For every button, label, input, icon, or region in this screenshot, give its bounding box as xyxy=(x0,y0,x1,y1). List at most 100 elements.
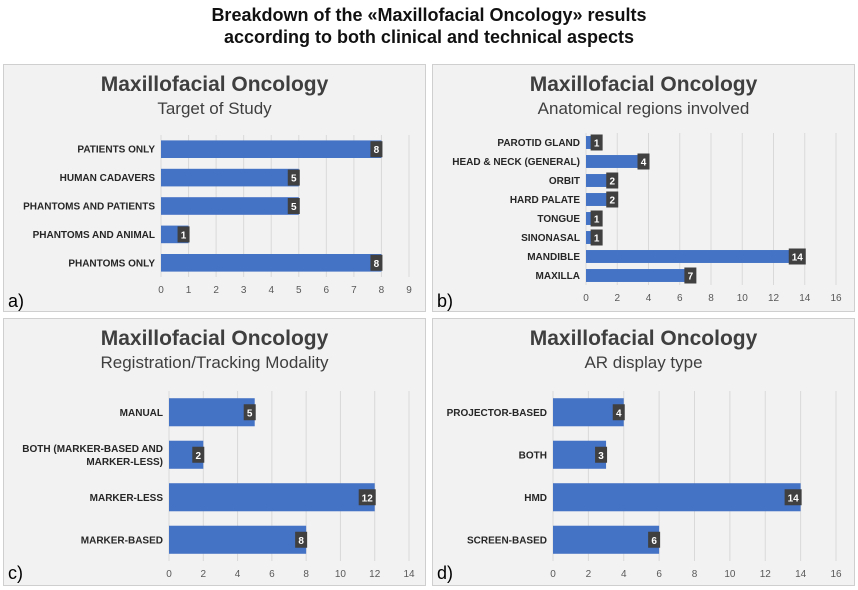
tick-label: 0 xyxy=(158,285,164,296)
figure-title-line-1: Breakdown of the «Maxillofacial Oncology… xyxy=(211,5,647,25)
category-label: PHANTOMS AND ANIMAL xyxy=(33,230,155,241)
tick-label: 0 xyxy=(166,569,172,580)
tick-label: 4 xyxy=(235,569,241,580)
data-label-box xyxy=(192,446,205,463)
data-label-box xyxy=(648,531,661,548)
data-label-box xyxy=(590,229,603,246)
tick-label: 8 xyxy=(708,293,714,304)
panel-label: a) xyxy=(8,291,25,311)
data-label: 1 xyxy=(594,215,600,226)
bar xyxy=(553,483,801,512)
chart-title: Maxillofacial Oncology xyxy=(529,327,758,350)
bar xyxy=(161,253,382,272)
category-label: MARKER-LESS xyxy=(90,493,164,504)
tick-label: 14 xyxy=(799,293,811,304)
category-label: MANDIBLE xyxy=(527,252,580,263)
bar xyxy=(586,250,805,263)
tick-label: 4 xyxy=(268,285,274,296)
bar xyxy=(161,168,299,187)
category-label: PAROTID GLAND xyxy=(497,138,580,149)
category-label: PATIENTS ONLY xyxy=(77,145,155,156)
data-label-box xyxy=(606,172,619,189)
bar xyxy=(553,398,624,427)
tick-label: 10 xyxy=(335,569,347,580)
data-label-box xyxy=(370,141,383,158)
data-label: 4 xyxy=(641,158,647,169)
data-label-box xyxy=(370,254,383,271)
tick-label: 7 xyxy=(351,285,357,296)
chart-panel-b: Maxillofacial Oncology Anatomical region… xyxy=(432,64,855,312)
data-label-box xyxy=(590,134,603,151)
tick-label: 2 xyxy=(614,293,620,304)
data-label-box xyxy=(637,153,650,170)
category-label: TONGUE xyxy=(537,214,580,225)
bar xyxy=(169,525,307,554)
category-label: SCREEN-BASED xyxy=(467,535,547,546)
data-label: 6 xyxy=(651,536,657,547)
category-label: BOTH xyxy=(519,450,547,461)
tick-label: 6 xyxy=(677,293,683,304)
data-label-box xyxy=(358,489,376,506)
data-label: 7 xyxy=(688,272,694,283)
category-label: PHANTOMS ONLY xyxy=(68,258,155,269)
data-label: 14 xyxy=(788,493,800,504)
data-label-box xyxy=(243,404,256,421)
chart-plot: 0 2 4 6 8 10 12 14 MANUAL 5 BOTH (MARKER-BASED AND… xyxy=(22,391,415,580)
data-label: 5 xyxy=(291,202,297,213)
category-label: HUMAN CADAVERS xyxy=(60,173,156,184)
category-label: HEAD & NECK (GENERAL) xyxy=(452,157,580,168)
data-label: 8 xyxy=(374,145,380,156)
data-label: 2 xyxy=(609,177,615,188)
tick-label: 8 xyxy=(692,569,698,580)
data-label-box xyxy=(177,226,190,243)
bar xyxy=(586,269,696,282)
category-label: HARD PALATE xyxy=(510,195,581,206)
chart-panel-a: Maxillofacial Oncology Target of Study 0… xyxy=(3,64,426,312)
tick-label: 12 xyxy=(369,569,381,580)
data-label: 2 xyxy=(609,196,615,207)
data-label: 3 xyxy=(598,451,604,462)
tick-label: 5 xyxy=(296,285,302,296)
tick-label: 6 xyxy=(269,569,275,580)
data-label-box xyxy=(295,531,308,548)
panel-label: b) xyxy=(437,291,454,311)
bar xyxy=(169,483,375,512)
data-label: 1 xyxy=(594,139,600,150)
data-label: 8 xyxy=(298,536,304,547)
tick-label: 12 xyxy=(760,569,772,580)
data-label: 12 xyxy=(362,493,374,504)
chart-plot: 0 1 2 3 4 5 6 7 8 9 PATIENTS ONLY 8 HUMAN CADAVERS 5 P… xyxy=(23,135,412,296)
data-label-box xyxy=(590,210,603,227)
chart-plot: 0 2 4 6 8 10 12 14 16 PROJECTOR-BASED 4 BOTH 3 HMD 14 S… xyxy=(447,391,842,580)
bar xyxy=(161,197,299,215)
tick-label: 2 xyxy=(586,569,592,580)
data-label: 1 xyxy=(594,234,600,245)
tick-label: 3 xyxy=(241,285,247,296)
tick-label: 16 xyxy=(830,293,842,304)
category-label: HMD xyxy=(524,493,547,504)
bar xyxy=(169,398,255,427)
tick-label: 10 xyxy=(724,569,736,580)
chart-title: Maxillofacial Oncology xyxy=(100,327,329,350)
data-label: 8 xyxy=(374,259,380,270)
chart-title: Maxillofacial Oncology xyxy=(529,73,758,96)
tick-label: 4 xyxy=(621,569,627,580)
tick-label: 10 xyxy=(737,293,749,304)
chart-panel-d: Maxillofacial Oncology AR display type 0… xyxy=(432,318,855,586)
tick-label: 8 xyxy=(379,285,385,296)
tick-label: 12 xyxy=(768,293,780,304)
chart-panel-c: Maxillofacial Oncology Registration/Trac… xyxy=(3,318,426,586)
data-label: 4 xyxy=(616,408,622,419)
category-label: MAXILLA xyxy=(536,271,580,282)
bar xyxy=(586,155,649,168)
data-label-box xyxy=(606,191,619,208)
data-label-box xyxy=(287,198,300,214)
category-label: PHANTOMS AND PATIENTS xyxy=(23,202,155,213)
category-label: MANUAL xyxy=(120,408,163,419)
data-label: 5 xyxy=(291,174,297,185)
data-label: 1 xyxy=(181,230,187,241)
category-label: PROJECTOR-BASED xyxy=(447,408,547,419)
category-label: ORBIT xyxy=(549,176,580,187)
chart-subtitle: Target of Study xyxy=(157,99,272,118)
